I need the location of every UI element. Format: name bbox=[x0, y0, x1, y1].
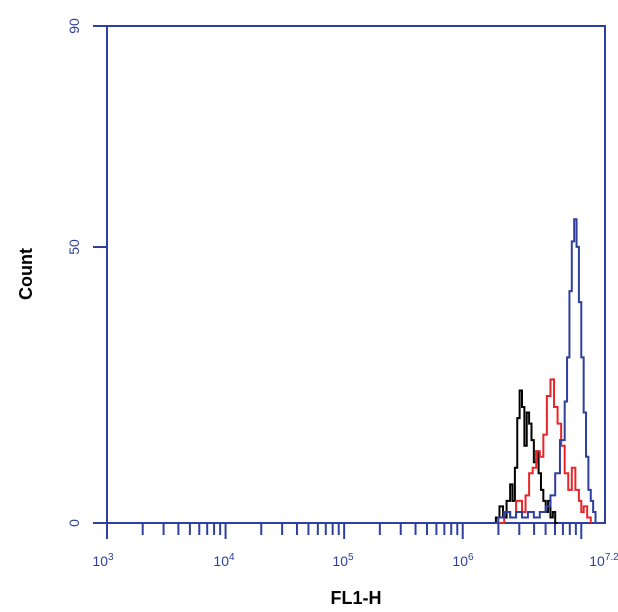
x-tick-label-4: 104 bbox=[213, 552, 235, 569]
plot-frame bbox=[106, 25, 606, 524]
y-tick-label-50: 50 bbox=[66, 239, 82, 255]
x-axis-title: FL1-H bbox=[331, 588, 382, 608]
x-tick-label-7-2: 107.2 bbox=[589, 552, 618, 569]
histogram-series-1 bbox=[492, 389, 558, 524]
x-tick-label-3: 103 bbox=[92, 552, 114, 569]
x-tick-label-6: 106 bbox=[452, 552, 474, 569]
histogram-series-3 bbox=[492, 218, 597, 524]
x-tick-label-5: 105 bbox=[332, 552, 354, 569]
y-tick-label-0: 0 bbox=[66, 519, 82, 527]
y-axis-title: Count bbox=[16, 248, 36, 300]
series-layer bbox=[492, 218, 597, 524]
x-minor-ticks bbox=[106, 523, 583, 539]
y-tick-label-90: 90 bbox=[66, 18, 82, 34]
